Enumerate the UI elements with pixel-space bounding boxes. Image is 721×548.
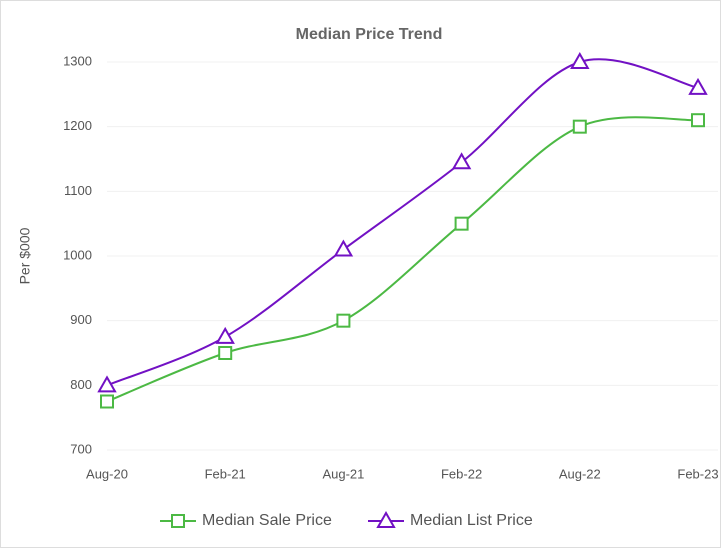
data-point	[454, 216, 469, 231]
x-tick-label: Feb-21	[205, 466, 246, 481]
series-line	[106, 116, 699, 403]
data-point	[691, 113, 705, 128]
x-tick-label: Feb-23	[677, 466, 718, 481]
legend-label: Median List Price	[410, 512, 533, 529]
y-tick-label: 1000	[63, 247, 92, 262]
series-line	[106, 58, 699, 387]
data-point	[100, 394, 114, 409]
chart-title: Median Price Trend	[296, 26, 443, 43]
x-tick-label: Aug-22	[559, 466, 601, 481]
y-tick-label: 1100	[64, 183, 92, 198]
data-point	[336, 313, 351, 328]
data-point	[215, 326, 235, 344]
y-tick-label: 700	[70, 441, 92, 456]
data-point	[97, 375, 117, 393]
data-point	[570, 51, 590, 69]
x-tick-label: Aug-20	[86, 466, 128, 481]
data-point	[572, 119, 587, 134]
x-tick-label: Aug-21	[322, 466, 364, 481]
legend-marker	[376, 510, 396, 528]
data-point	[451, 152, 472, 170]
data-point	[218, 346, 233, 360]
x-tick-label: Feb-22	[441, 466, 482, 481]
legend-marker	[171, 514, 185, 528]
data-point	[333, 239, 354, 257]
y-axis-label: Per $000	[17, 227, 33, 284]
y-tick-label: 800	[70, 377, 92, 392]
data-point	[688, 77, 708, 95]
legend-label: Median Sale Price	[202, 512, 332, 529]
y-tick-label: 1300	[63, 53, 92, 68]
y-tick-label: 1200	[63, 118, 92, 133]
y-tick-label: 900	[70, 312, 92, 327]
